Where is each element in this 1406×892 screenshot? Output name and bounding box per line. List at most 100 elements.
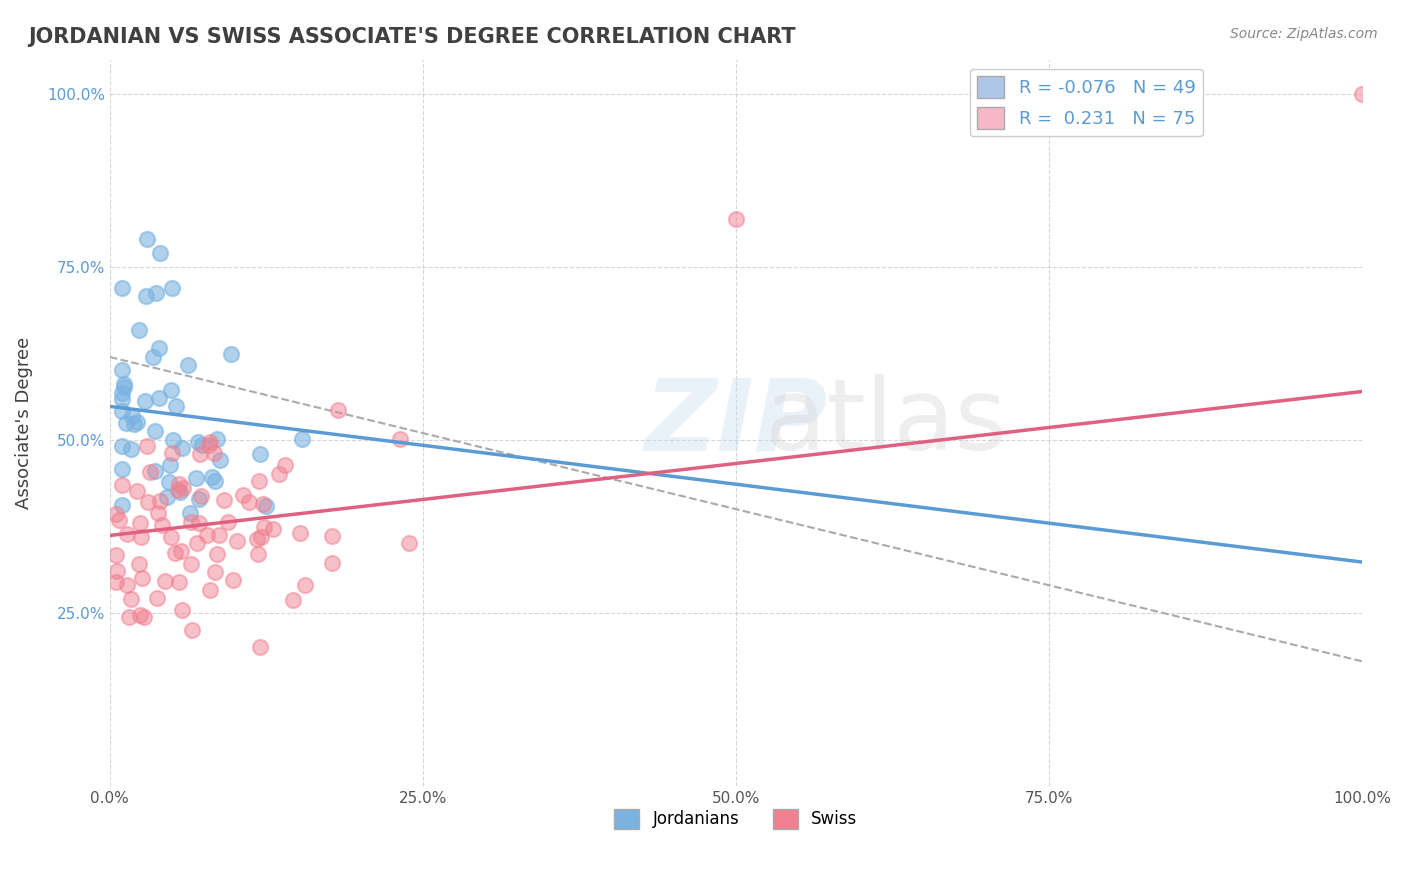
- Y-axis label: Associate's Degree: Associate's Degree: [15, 336, 32, 508]
- Point: [165, 400, 187, 414]
- Point: [246, 533, 269, 547]
- Point: [198, 583, 221, 598]
- Point: [149, 494, 172, 508]
- Point: [105, 507, 128, 521]
- Point: [146, 591, 169, 606]
- Point: [294, 578, 316, 592]
- Point: [249, 447, 271, 461]
- Point: [160, 530, 183, 544]
- Point: [131, 571, 153, 585]
- Point: [167, 574, 190, 589]
- Point: [186, 470, 208, 484]
- Point: [269, 467, 291, 481]
- Point: [274, 458, 297, 472]
- Point: [120, 442, 142, 456]
- Point: [198, 435, 221, 450]
- Point: [112, 376, 135, 391]
- Point: [249, 640, 271, 654]
- Point: [250, 530, 273, 544]
- Text: JORDANIAN VS SWISS ASSOCIATE'S DEGREE CORRELATION CHART: JORDANIAN VS SWISS ASSOCIATE'S DEGREE CO…: [28, 27, 796, 46]
- Point: [160, 384, 183, 398]
- Point: [177, 358, 200, 372]
- Point: [238, 495, 260, 509]
- Point: [114, 417, 136, 431]
- Point: [105, 548, 128, 562]
- Point: [156, 491, 179, 505]
- Point: [148, 391, 170, 405]
- Point: [204, 566, 226, 580]
- Point: [291, 433, 314, 447]
- Point: [247, 475, 270, 489]
- Point: [111, 478, 134, 492]
- Point: [172, 481, 194, 495]
- Point: [166, 483, 188, 497]
- Point: [111, 462, 134, 476]
- Point: [188, 491, 211, 506]
- Point: [105, 574, 128, 589]
- Point: [246, 547, 269, 561]
- Point: [142, 351, 165, 365]
- Point: [162, 281, 184, 295]
- Point: [160, 446, 183, 460]
- Point: [128, 323, 150, 337]
- Point: [221, 347, 243, 361]
- Point: [181, 624, 204, 638]
- Text: ZIP: ZIP: [644, 374, 827, 471]
- Point: [139, 465, 162, 479]
- Point: [281, 593, 304, 607]
- Point: [202, 446, 225, 460]
- Point: [157, 475, 180, 489]
- Point: [127, 483, 149, 498]
- Point: [208, 527, 231, 541]
- Point: [125, 415, 148, 429]
- Point: [143, 424, 166, 438]
- Point: [388, 433, 411, 447]
- Point: [188, 447, 211, 461]
- Point: [231, 487, 253, 501]
- Point: [328, 403, 350, 417]
- Point: [724, 211, 747, 226]
- Point: [180, 557, 202, 571]
- Point: [169, 485, 191, 500]
- Point: [143, 464, 166, 478]
- Point: [180, 516, 202, 530]
- Point: [146, 506, 169, 520]
- Point: [201, 470, 224, 484]
- Point: [186, 536, 208, 550]
- Point: [155, 574, 177, 588]
- Point: [136, 495, 159, 509]
- Point: [112, 379, 135, 393]
- Point: [135, 289, 157, 303]
- Point: [122, 417, 145, 432]
- Point: [191, 438, 214, 452]
- Point: [195, 528, 218, 542]
- Point: [179, 506, 201, 520]
- Point: [115, 527, 138, 541]
- Point: [118, 609, 141, 624]
- Point: [148, 342, 170, 356]
- Point: [225, 534, 247, 549]
- Point: [288, 526, 311, 541]
- Point: [145, 286, 167, 301]
- Point: [117, 578, 139, 592]
- Point: [187, 516, 209, 531]
- Point: [165, 546, 187, 560]
- Point: [172, 441, 194, 455]
- Point: [262, 522, 284, 536]
- Point: [150, 518, 173, 533]
- Point: [136, 232, 159, 246]
- Point: [111, 403, 134, 417]
- Point: [205, 547, 228, 561]
- Point: [136, 439, 159, 453]
- Point: [134, 610, 156, 624]
- Point: [111, 392, 134, 406]
- Point: [111, 439, 134, 453]
- Point: [134, 394, 156, 409]
- Point: [128, 516, 150, 530]
- Point: [1351, 87, 1374, 102]
- Point: [205, 432, 228, 446]
- Text: atlas: atlas: [765, 374, 1007, 471]
- Point: [253, 520, 276, 534]
- Point: [254, 500, 277, 514]
- Point: [170, 603, 193, 617]
